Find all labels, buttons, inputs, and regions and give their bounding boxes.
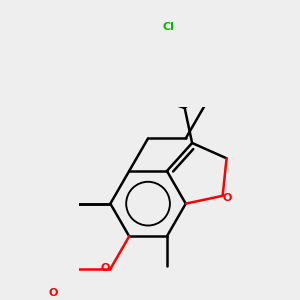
Text: Cl: Cl <box>163 22 175 32</box>
Text: O: O <box>222 193 232 203</box>
Text: O: O <box>101 263 110 273</box>
Text: O: O <box>48 288 57 298</box>
